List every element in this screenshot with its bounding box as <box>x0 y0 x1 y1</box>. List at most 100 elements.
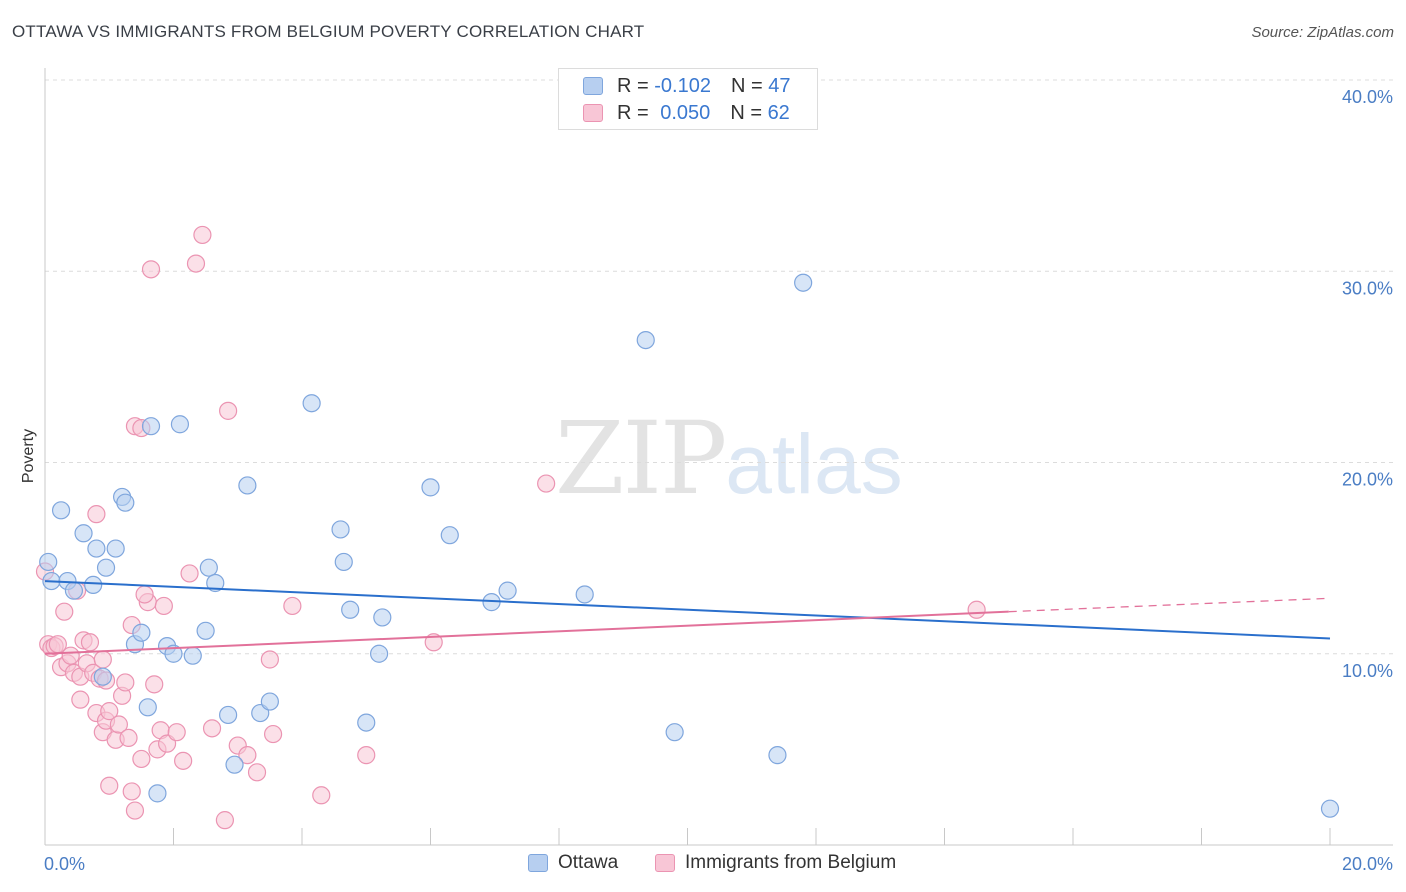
ottawa-trend-line <box>44 580 1331 640</box>
ottawa-point <box>341 600 360 619</box>
belgium-point <box>100 702 119 721</box>
ottawa-point <box>219 705 238 725</box>
ottawa-n-value: 47 <box>768 74 791 97</box>
ottawa-point <box>164 644 183 663</box>
y-tick-label: 20.0% <box>1342 470 1393 490</box>
belgium-point <box>61 646 80 665</box>
belgium-trend-line <box>44 610 1009 655</box>
belgium-trend-extension <box>1008 597 1331 613</box>
legend-r-label: R = <box>617 101 649 124</box>
ottawa-point <box>116 493 135 512</box>
watermark: ZIPatlas <box>555 400 903 517</box>
belgium-point <box>125 801 145 820</box>
belgium-point <box>180 564 199 583</box>
belgium-point <box>100 776 119 795</box>
ottawa-point <box>106 539 125 558</box>
belgium-point <box>202 719 222 738</box>
trend-lines <box>44 580 1331 655</box>
ottawa-point <box>794 273 813 292</box>
ottawa-point <box>238 476 257 495</box>
ottawa-point <box>96 558 116 577</box>
belgium-points <box>35 225 986 830</box>
belgium-point <box>93 650 112 669</box>
ottawa-point <box>373 608 392 627</box>
ottawa-point <box>132 623 151 642</box>
belgium-point <box>215 811 234 830</box>
ottawa-point <box>440 526 459 545</box>
belgium-point <box>109 715 128 734</box>
chart-title: OTTAWA VS IMMIGRANTS FROM BELGIUM POVERT… <box>12 22 645 41</box>
source-label: Source: ZipAtlas.com <box>1251 24 1394 41</box>
ottawa-point <box>84 575 103 595</box>
ottawa-point <box>665 723 684 742</box>
ottawa-point <box>183 646 202 665</box>
legend-n-label: N = <box>730 74 763 97</box>
watermark-atlas: atlas <box>725 417 903 511</box>
y-tick-labels: 10.0% 20.0% 30.0% 40.0% <box>1342 87 1393 681</box>
belgium-point <box>132 749 151 769</box>
belgium-point <box>263 724 283 744</box>
belgium-point <box>116 673 135 692</box>
ottawa-point <box>39 552 58 572</box>
ottawa-point <box>768 746 787 765</box>
ottawa-swatch <box>583 77 603 95</box>
belgium-point <box>80 633 100 652</box>
belgium-n-value: 62 <box>767 101 790 124</box>
belgium-point <box>260 650 279 669</box>
belgium-point <box>122 782 141 801</box>
belgium-point <box>193 225 212 245</box>
bottom-legend-belgium[interactable]: Immigrants from Belgium <box>655 852 896 874</box>
ottawa-point <box>421 478 440 497</box>
x-tick-marks <box>173 828 1331 845</box>
watermark-zip: ZIP <box>555 400 727 517</box>
belgium-legend-swatch <box>655 854 675 872</box>
ottawa-point <box>64 581 84 600</box>
ottawa-point <box>1320 799 1340 818</box>
belgium-point <box>55 602 74 621</box>
x-tick-label-min: 0.0% <box>44 854 85 874</box>
belgium-point <box>312 786 331 805</box>
legend-row-ottawa: R = -0.102 N = 47 <box>583 73 790 99</box>
ottawa-point <box>225 755 244 774</box>
x-tick-label-max: 20.0% <box>1342 854 1393 874</box>
ottawa-point <box>141 417 161 436</box>
legend-n-label: N = <box>730 101 762 124</box>
gridlines <box>45 79 1393 655</box>
belgium-point <box>87 505 106 524</box>
belgium-point <box>967 600 986 619</box>
ottawa-point <box>331 520 350 539</box>
belgium-swatch <box>583 104 603 122</box>
bottom-legend-ottawa[interactable]: Ottawa <box>528 852 618 874</box>
ottawa-point <box>206 573 225 593</box>
belgium-point <box>145 675 164 694</box>
ottawa-point <box>498 581 517 600</box>
belgium-point <box>135 585 154 604</box>
ottawa-point <box>74 524 93 543</box>
belgium-point <box>174 751 193 770</box>
legend-row-belgium: R = 0.050 N = 62 <box>583 100 790 126</box>
belgium-point <box>238 746 257 765</box>
ottawa-point <box>334 552 353 572</box>
belgium-point <box>119 728 138 748</box>
ottawa-point <box>575 585 594 604</box>
ottawa-point <box>196 621 215 640</box>
belgium-point <box>154 596 173 616</box>
ottawa-point <box>138 698 157 717</box>
ottawa-point <box>357 713 376 732</box>
legend-r-label: R = <box>617 74 649 97</box>
ottawa-point <box>260 692 279 711</box>
ottawa-point <box>636 331 655 350</box>
belgium-point <box>283 596 302 616</box>
belgium-point <box>247 763 267 782</box>
belgium-point <box>186 254 206 273</box>
y-axis-label: Poverty <box>20 429 37 483</box>
belgium-r-value: 0.050 <box>660 101 711 124</box>
ottawa-point <box>51 501 71 520</box>
ottawa-point <box>148 784 167 803</box>
stats-legend: R = -0.102 N = 47 R = 0.050 N = 62 <box>558 68 818 130</box>
ottawa-r-value: -0.102 <box>654 74 711 97</box>
belgium-point <box>71 690 90 709</box>
ottawa-point <box>87 539 106 558</box>
ottawa-point <box>199 558 218 577</box>
